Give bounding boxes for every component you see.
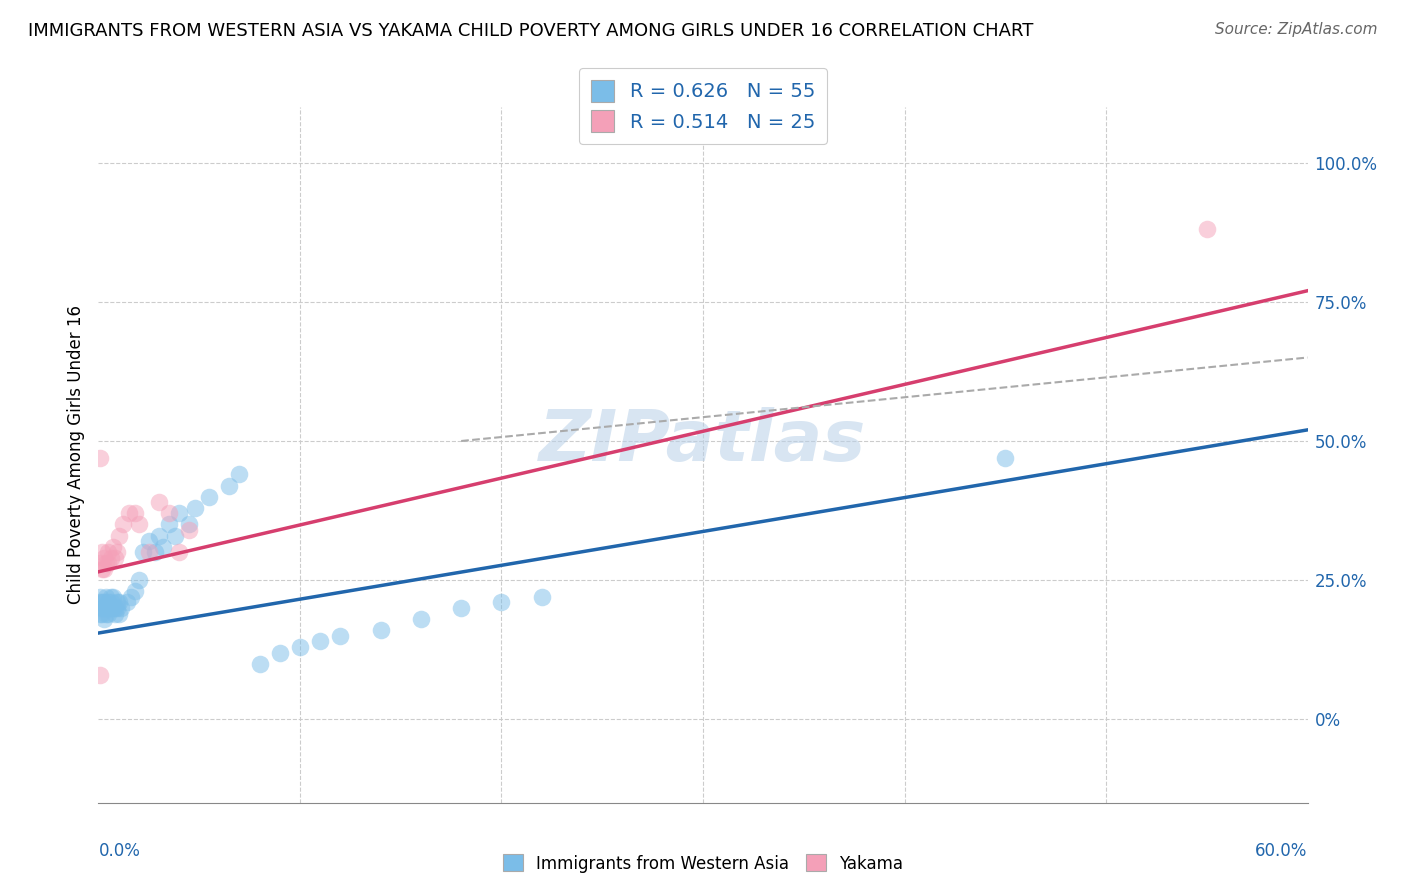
- Point: [91, 595, 114, 609]
- Point: [124, 584, 146, 599]
- Point: [120, 590, 142, 604]
- Point: [107, 607, 129, 621]
- Point: [138, 534, 160, 549]
- Point: [107, 528, 129, 542]
- Point: [103, 607, 125, 621]
- Point: [143, 545, 166, 559]
- Point: [152, 540, 174, 554]
- Point: [93, 601, 115, 615]
- Legend: Immigrants from Western Asia, Yakama: Immigrants from Western Asia, Yakama: [496, 847, 910, 880]
- Point: [89, 595, 111, 609]
- Point: [157, 517, 180, 532]
- Point: [103, 550, 125, 565]
- Point: [93, 562, 115, 576]
- Point: [111, 517, 134, 532]
- Text: IMMIGRANTS FROM WESTERN ASIA VS YAKAMA CHILD POVERTY AMONG GIRLS UNDER 16 CORREL: IMMIGRANTS FROM WESTERN ASIA VS YAKAMA C…: [28, 22, 1033, 40]
- Point: [450, 601, 472, 615]
- Point: [89, 667, 111, 681]
- Point: [89, 590, 111, 604]
- Point: [530, 590, 553, 604]
- Point: [100, 601, 122, 615]
- Point: [370, 624, 392, 638]
- Point: [184, 500, 207, 515]
- Point: [163, 528, 186, 542]
- Point: [91, 601, 114, 615]
- Point: [128, 573, 150, 587]
- Point: [309, 634, 332, 648]
- Point: [96, 607, 118, 621]
- Point: [167, 507, 190, 521]
- Point: [167, 545, 190, 559]
- Point: [148, 495, 170, 509]
- Legend: R = 0.626   N = 55, R = 0.514   N = 25: R = 0.626 N = 55, R = 0.514 N = 25: [579, 68, 827, 145]
- Text: ZIPatlas: ZIPatlas: [540, 407, 866, 475]
- Point: [124, 507, 146, 521]
- Point: [96, 601, 118, 615]
- Point: [409, 612, 432, 626]
- Point: [91, 545, 114, 559]
- Point: [91, 607, 114, 621]
- Point: [218, 478, 240, 492]
- Point: [288, 640, 311, 654]
- Point: [1195, 222, 1218, 236]
- Point: [97, 607, 120, 621]
- Point: [157, 507, 180, 521]
- Point: [97, 601, 120, 615]
- Text: 60.0%: 60.0%: [1256, 842, 1308, 860]
- Point: [89, 557, 111, 571]
- Point: [179, 517, 201, 532]
- Text: 0.0%: 0.0%: [98, 842, 141, 860]
- Point: [105, 595, 128, 609]
- Point: [93, 550, 115, 565]
- Y-axis label: Child Poverty Among Girls Under 16: Child Poverty Among Girls Under 16: [66, 305, 84, 605]
- Text: Source: ZipAtlas.com: Source: ZipAtlas.com: [1215, 22, 1378, 37]
- Point: [103, 601, 125, 615]
- Point: [329, 629, 352, 643]
- Point: [101, 540, 124, 554]
- Point: [491, 595, 513, 609]
- Point: [138, 545, 160, 559]
- Point: [148, 528, 170, 542]
- Point: [96, 557, 118, 571]
- Point: [91, 562, 114, 576]
- Point: [101, 601, 124, 615]
- Point: [228, 467, 250, 482]
- Point: [97, 545, 120, 559]
- Point: [118, 507, 141, 521]
- Point: [107, 595, 129, 609]
- Point: [97, 595, 120, 609]
- Point: [269, 646, 291, 660]
- Point: [110, 601, 132, 615]
- Point: [994, 450, 1017, 465]
- Point: [249, 657, 271, 671]
- Point: [100, 595, 122, 609]
- Point: [115, 595, 138, 609]
- Point: [96, 590, 118, 604]
- Point: [100, 550, 122, 565]
- Point: [198, 490, 221, 504]
- Point: [105, 601, 128, 615]
- Point: [89, 607, 111, 621]
- Point: [97, 557, 120, 571]
- Point: [101, 590, 124, 604]
- Point: [128, 517, 150, 532]
- Point: [105, 545, 128, 559]
- Point: [93, 612, 115, 626]
- Point: [179, 523, 201, 537]
- Point: [132, 545, 155, 559]
- Point: [100, 590, 122, 604]
- Point: [89, 450, 111, 465]
- Point: [93, 595, 115, 609]
